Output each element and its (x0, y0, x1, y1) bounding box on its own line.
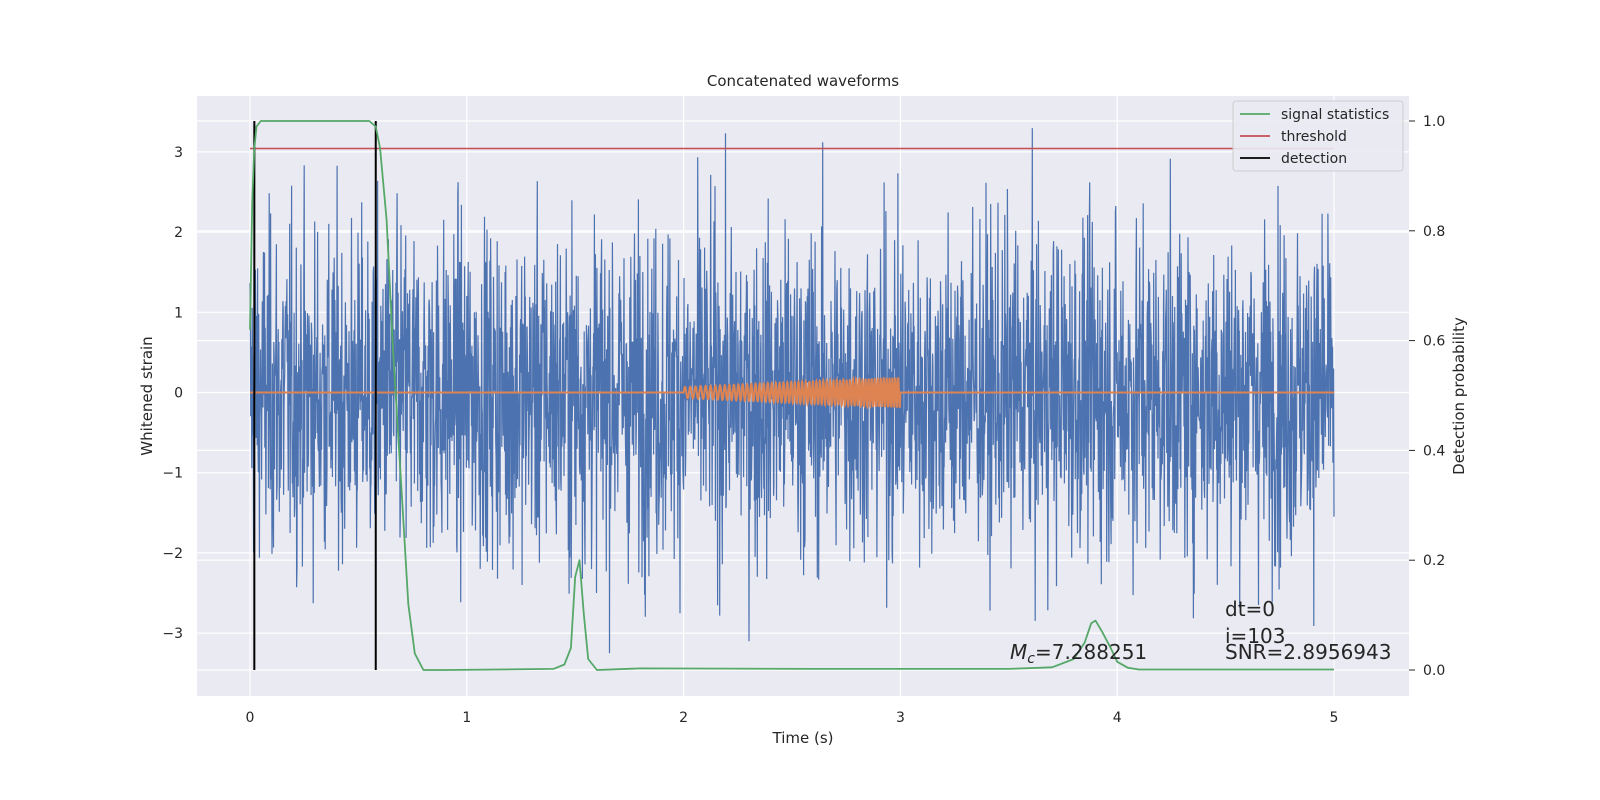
series-noise-line (249, 128, 1335, 654)
legend-label-threshold: threshold (1281, 129, 1347, 145)
annotation-chirp-mass: Mc=7.288251 (1010, 640, 1147, 667)
y-tick-label: 1 (174, 305, 183, 321)
x-tick-label: 3 (896, 710, 905, 726)
x-axis-ticks: 0 1 2 3 4 5 (246, 710, 1339, 726)
y-right-tick-label: 0.0 (1423, 663, 1445, 679)
y-tick-label: 0 (174, 386, 183, 402)
x-tick-label: 1 (462, 710, 471, 726)
x-tick-label: 4 (1113, 710, 1122, 726)
x-tick-label: 2 (679, 710, 688, 726)
series-chirp-line (250, 375, 1334, 410)
legend-label-signal-statistics: signal statistics (1281, 107, 1389, 123)
y-tick-label: −1 (162, 466, 183, 482)
legend-label-detection: detection (1281, 151, 1347, 167)
legend-box (1232, 100, 1404, 172)
y-tick-label: −2 (162, 546, 183, 562)
y-axis-label: Whitened strain (138, 336, 156, 455)
y-tick-label: −3 (162, 626, 183, 642)
annotation-snr: SNR=2.8956943 (1225, 640, 1391, 664)
plot-area (249, 120, 1335, 671)
x-tick-label: 5 (1330, 710, 1339, 726)
y-tick-label: 2 (174, 225, 183, 241)
y-axis-left-ticks: −3 −2 −1 0 1 2 3 (162, 145, 183, 642)
y-axis-right-ticks: 0.0 0.2 0.4 0.6 0.8 1.0 (1409, 114, 1445, 679)
chart-title: Concatenated waveforms (707, 72, 899, 90)
y-right-tick-label: 1.0 (1423, 114, 1445, 130)
x-tick-label: 0 (246, 710, 255, 726)
y-tick-label: 3 (174, 145, 183, 161)
annotation-index: i=103 (1225, 624, 1286, 648)
x-axis-label: Time (s) (772, 729, 834, 747)
y-right-tick-label: 0.6 (1423, 334, 1445, 350)
y-right-tick-label: 0.8 (1423, 224, 1445, 240)
series-signal-statistics-line (249, 120, 1334, 671)
legend: signal statistics threshold detection (1232, 100, 1404, 172)
y-right-tick-label: 0.2 (1423, 553, 1445, 569)
y-right-tick-label: 0.4 (1423, 443, 1445, 459)
annotation-dt: dt=0 (1225, 597, 1275, 621)
y-axis-right-label: Detection probability (1450, 317, 1468, 475)
